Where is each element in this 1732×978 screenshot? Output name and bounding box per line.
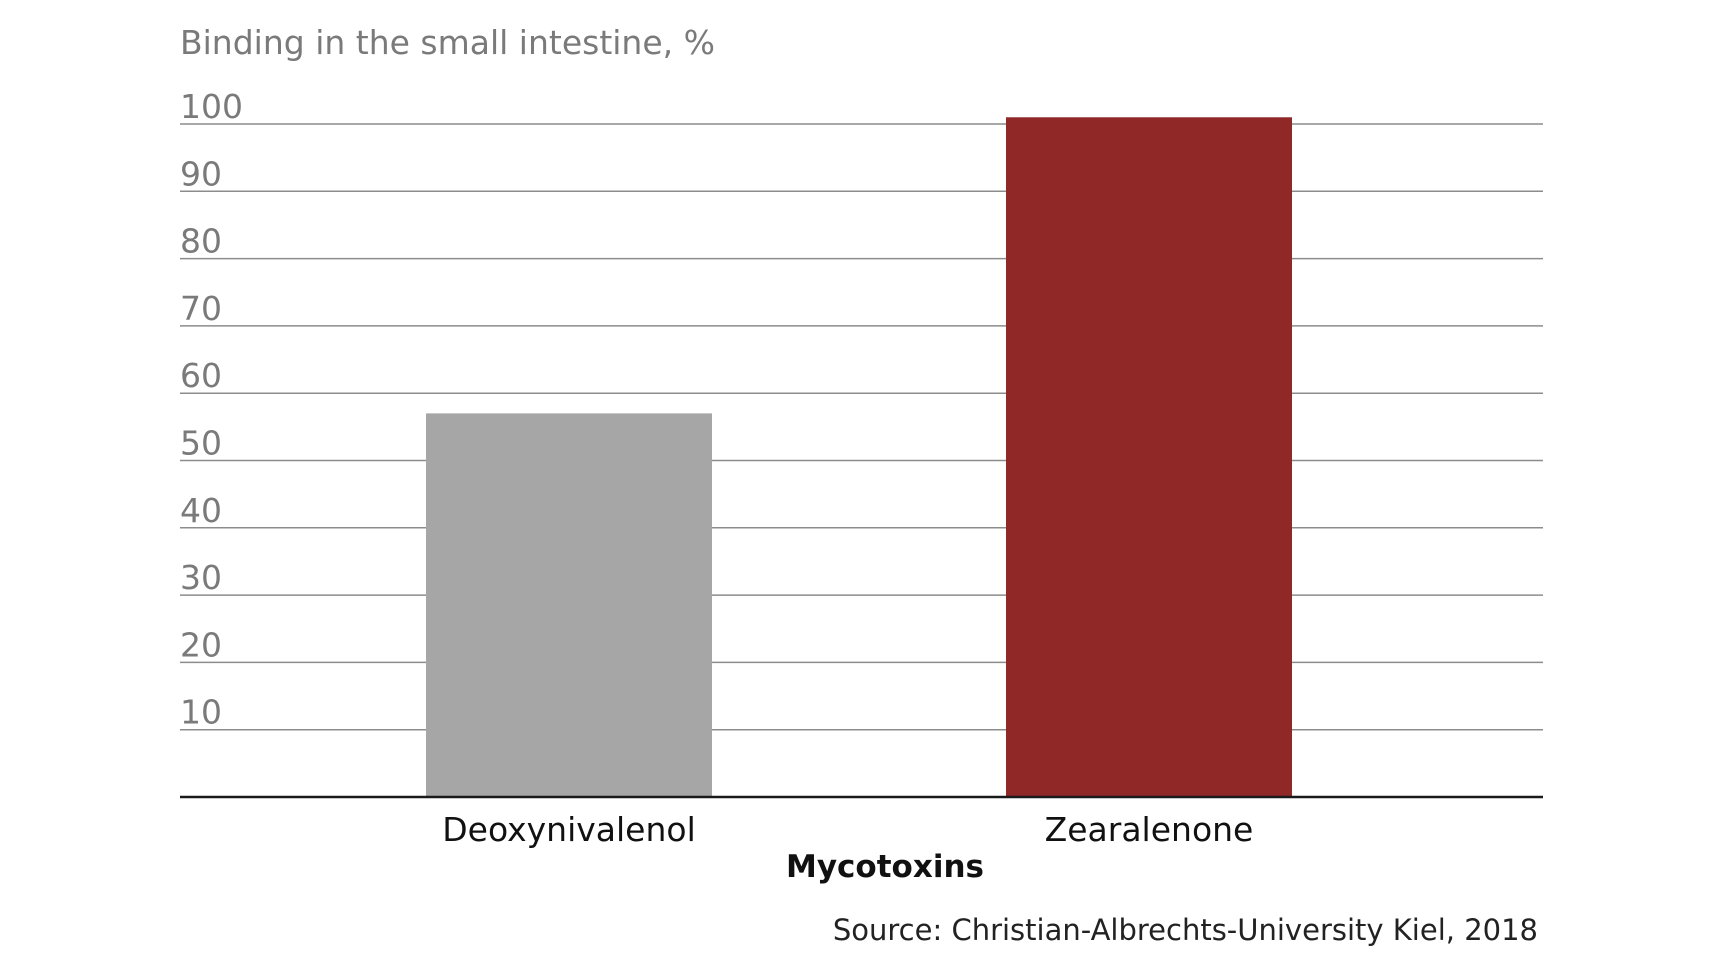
x-axis-label: Mycotoxins: [786, 849, 984, 885]
bar-deoxynivalenol: [426, 413, 712, 797]
y-tick-label: 40: [180, 491, 222, 530]
bar-zearalenone: [1006, 117, 1292, 797]
x-tick-label: Deoxynivalenol: [442, 810, 696, 849]
y-tick-label: 90: [180, 154, 222, 193]
x-tick-labels: Deoxynivalenol Zearalenone: [442, 810, 1253, 849]
y-tick-labels: 10 20 30 40 50 60 70 80 90 100: [180, 87, 243, 732]
source-note: Source: Christian-Albrechts-University K…: [833, 913, 1538, 947]
y-tick-label: 20: [180, 625, 222, 664]
gridlines: [180, 123, 1543, 731]
bars: [426, 117, 1292, 797]
y-tick-label: 70: [180, 289, 222, 328]
y-tick-label: 100: [180, 87, 243, 126]
y-tick-label: 10: [180, 693, 222, 732]
y-axis-label: Binding in the small intestine, %: [180, 23, 715, 62]
y-tick-label: 30: [180, 558, 222, 597]
y-tick-label: 80: [180, 222, 222, 261]
y-tick-label: 60: [180, 356, 222, 395]
x-tick-label: Zearalenone: [1045, 810, 1254, 849]
y-tick-label: 50: [180, 424, 222, 463]
